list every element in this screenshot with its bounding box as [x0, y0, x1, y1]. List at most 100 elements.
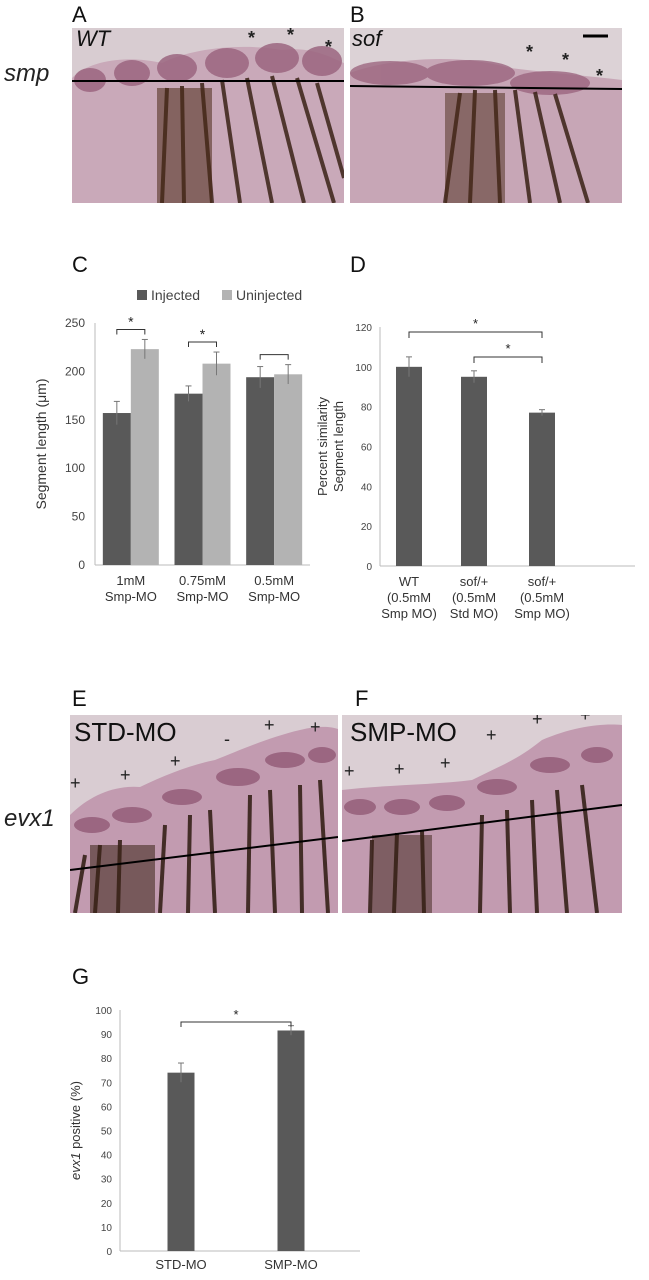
x-tick-label: Smp-MO [105, 589, 157, 604]
asterisk-mark: * [596, 66, 604, 86]
y-tick-label: 150 [65, 413, 85, 427]
row-label-smp: smp [4, 60, 50, 87]
x-tick-label: Smp MO) [514, 606, 570, 621]
x-tick-label: 0.5mM [254, 573, 294, 588]
significance-mark: * [233, 1007, 238, 1022]
y-tick-label: 40 [361, 482, 373, 493]
legend-label: Uninjected [236, 287, 302, 303]
micrograph-smp-mo-drawing [342, 715, 622, 913]
significance-bracket [188, 341, 217, 348]
bar [102, 413, 131, 565]
y-tick-label: 90 [101, 1030, 113, 1041]
plus-mark: + [70, 773, 81, 793]
y-tick-label: 120 [355, 323, 372, 334]
bar [202, 363, 231, 565]
minus-mark: - [224, 729, 230, 749]
panel-label-b: B [350, 2, 365, 27]
y-tick-label: 80 [361, 403, 373, 414]
bar [167, 1072, 195, 1251]
panel-label-d: D [350, 252, 366, 277]
y-tick-label: 100 [95, 1006, 112, 1017]
y-tick-label: 250 [65, 316, 85, 330]
x-tick-label: STD-MO [155, 1257, 206, 1272]
y-tick-label: 30 [101, 1175, 113, 1186]
panel-label-c: C [72, 252, 88, 277]
asterisk-mark: * [526, 42, 534, 62]
x-tick-label: 1mM [116, 573, 145, 588]
panel-label-a: A [72, 2, 87, 27]
genotype-label-sof: sof [352, 28, 382, 51]
x-tick-label: (0.5mM [452, 590, 496, 605]
plus-mark: + [580, 715, 591, 725]
y-tick-label: 80 [101, 1054, 113, 1065]
y-tick-label: 0 [106, 1247, 112, 1258]
micrograph-std-mo-evx1: STD-MO + + + - + + [70, 715, 338, 913]
bar [274, 374, 303, 565]
panel-label-e: E [72, 686, 87, 711]
micrograph-std-mo-drawing [70, 715, 338, 913]
bar [461, 376, 487, 566]
y-tick-label: 100 [65, 461, 85, 475]
significance-mark: * [505, 341, 510, 356]
micrograph-sof-drawing [350, 28, 622, 203]
y-tick-label: 40 [101, 1151, 113, 1162]
significance-bracket [116, 328, 146, 335]
condition-label-std-mo: STD-MO [74, 717, 177, 747]
x-tick-label: SMP-MO [264, 1257, 317, 1272]
plus-mark: + [264, 715, 275, 735]
asterisk-mark: * [287, 28, 295, 45]
legend-swatch [222, 290, 232, 300]
y-tick-label: 20 [101, 1199, 113, 1210]
plus-mark: + [120, 765, 131, 785]
asterisk-mark: * [248, 28, 256, 48]
x-tick-label: Smp-MO [248, 589, 300, 604]
chart-c-segment-length: 0501001502002501mMSmp-MO*0.75mMSmp-MO*0.… [33, 287, 310, 604]
condition-label-smp-mo: SMP-MO [350, 717, 457, 747]
x-tick-label: sof/+ [528, 574, 557, 589]
bar [174, 393, 203, 565]
significance-bracket [408, 331, 543, 338]
y-axis-label: Segment length [331, 401, 346, 492]
plus-mark: + [310, 717, 321, 737]
panel-label-g: G [72, 964, 90, 989]
significance-bracket [180, 1021, 292, 1027]
y-tick-label: 0 [366, 562, 372, 573]
x-tick-label: (0.5mM [520, 590, 564, 605]
x-tick-label: Std MO) [450, 606, 498, 621]
y-tick-label: 70 [101, 1078, 113, 1089]
x-tick-label: sof/+ [460, 574, 489, 589]
y-tick-label: 0 [78, 558, 85, 572]
plus-mark: + [440, 753, 451, 773]
bar [396, 366, 422, 566]
y-axis-label: evx1 positive (%) [68, 1081, 83, 1180]
x-tick-label: Smp-MO [177, 589, 229, 604]
significance-mark: * [200, 326, 206, 342]
bar [246, 377, 275, 565]
asterisk-mark: * [562, 50, 570, 70]
y-tick-label: 100 [355, 363, 372, 374]
x-tick-label: 0.75mM [179, 573, 226, 588]
bar [130, 349, 159, 565]
y-tick-label: 20 [361, 522, 373, 533]
plus-mark: + [344, 761, 355, 781]
micrograph-wt-smp: WT * * * [72, 28, 344, 203]
row-label-evx1: evx1 [4, 805, 55, 832]
chart-g-evx1-positive: 0 10 20 30 40 50 60 70 80 90 100 STD-MO SMP-MO * evx1 … [68, 1006, 360, 1272]
significance-bracket [259, 354, 289, 360]
genotype-label-wt: WT [76, 28, 111, 51]
micrograph-sof-smp: sof * * * [350, 28, 622, 203]
y-tick-label: 60 [361, 443, 373, 454]
panel-label-f: F [355, 686, 369, 711]
micrograph-smp-mo-evx1: SMP-MO + + + + + + [342, 715, 622, 913]
y-axis-label: Segment length (μm) [33, 378, 49, 509]
significance-mark: * [473, 316, 478, 331]
legend-label: Injected [151, 287, 200, 303]
y-tick-label: 200 [65, 364, 85, 378]
x-tick-label: (0.5mM [387, 590, 431, 605]
y-tick-label: 50 [72, 510, 86, 524]
x-tick-label: WT [399, 574, 419, 589]
significance-mark: * [128, 313, 134, 329]
asterisk-mark: * [325, 37, 333, 57]
plus-mark: + [394, 759, 405, 779]
y-tick-label: 10 [101, 1223, 113, 1234]
